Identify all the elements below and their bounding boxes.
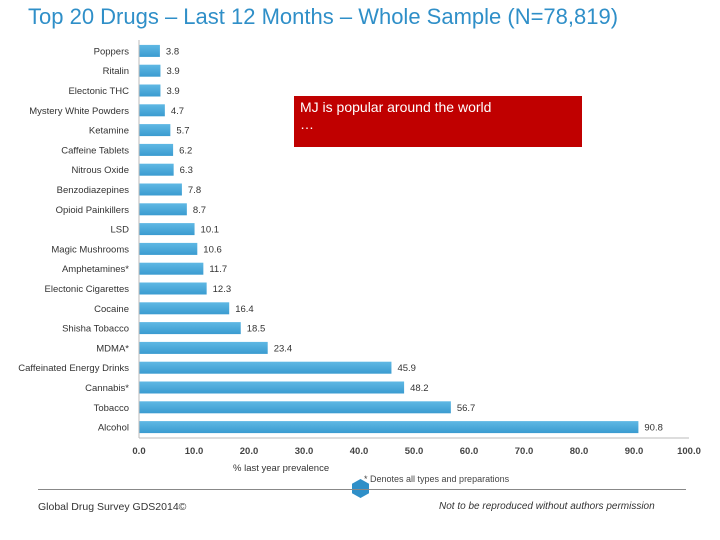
value-label: 23.4 xyxy=(274,343,293,354)
x-tick-label: 10.0 xyxy=(185,446,204,457)
x-tick-label: 90.0 xyxy=(625,446,644,457)
footer-divider xyxy=(38,489,686,490)
bar xyxy=(139,282,207,295)
category-label: Electonic Cigarettes xyxy=(45,284,130,295)
bar xyxy=(139,262,204,275)
value-label: 10.6 xyxy=(203,244,222,255)
category-label: Nitrous Oxide xyxy=(71,165,129,176)
x-tick-label: 20.0 xyxy=(240,446,259,457)
footnote: * Denotes all types and preparations xyxy=(364,474,510,484)
bar xyxy=(139,401,451,414)
category-label: Ketamine xyxy=(89,126,129,137)
value-label: 16.4 xyxy=(235,304,254,315)
category-label: Caffeinated Energy Drinks xyxy=(18,363,129,374)
x-tick-label: 100.0 xyxy=(677,446,701,457)
category-label: Poppers xyxy=(94,46,130,57)
bar xyxy=(139,183,182,196)
category-label: MDMA* xyxy=(96,343,129,354)
value-label: 3.9 xyxy=(166,66,179,77)
bar xyxy=(139,341,268,354)
value-label: 7.8 xyxy=(188,185,201,196)
slide-title: Top 20 Drugs – Last 12 Months – Whole Sa… xyxy=(28,4,619,29)
category-label: Ritalin xyxy=(103,66,129,77)
x-tick-label: 60.0 xyxy=(460,446,479,457)
value-label: 8.7 xyxy=(193,205,206,216)
callout-line-2: … xyxy=(300,116,314,132)
bar xyxy=(139,421,639,434)
bar xyxy=(139,223,195,236)
value-label: 10.1 xyxy=(201,225,220,236)
value-label: 48.2 xyxy=(410,383,429,394)
value-label: 3.8 xyxy=(166,46,179,57)
category-label: LSD xyxy=(111,225,130,236)
callout-box: MJ is popular around the world … xyxy=(294,96,582,147)
category-label: Cannabis* xyxy=(85,383,129,394)
bar xyxy=(139,104,165,117)
bar xyxy=(139,302,230,315)
value-label: 12.3 xyxy=(213,284,232,295)
bar xyxy=(139,381,405,394)
value-label: 5.7 xyxy=(176,126,189,137)
category-label: Caffeine Tablets xyxy=(61,145,129,156)
x-tick-label: 0.0 xyxy=(132,446,145,457)
value-label: 11.7 xyxy=(209,264,227,275)
footer-credit: Global Drug Survey GDS2014© xyxy=(38,501,187,513)
category-label: Cocaine xyxy=(94,304,129,315)
hexagon-icon xyxy=(352,479,369,498)
bar xyxy=(139,242,198,255)
category-label: Mystery White Powders xyxy=(29,106,129,117)
x-tick-label: 80.0 xyxy=(570,446,589,457)
category-label: Alcohol xyxy=(98,423,129,434)
bar xyxy=(139,163,174,176)
x-tick-label: 70.0 xyxy=(515,446,534,457)
bar xyxy=(139,361,392,374)
category-label: Magic Mushrooms xyxy=(51,244,129,255)
bar xyxy=(139,143,174,156)
category-label: Tobacco xyxy=(94,403,129,414)
bar xyxy=(139,84,161,97)
value-label: 18.5 xyxy=(247,324,266,335)
category-label: Benzodiazepines xyxy=(57,185,130,196)
x-tick-label: 30.0 xyxy=(295,446,314,457)
bar xyxy=(139,44,160,57)
value-label: 90.8 xyxy=(644,423,663,434)
bar xyxy=(139,203,187,216)
category-label: Opioid Painkillers xyxy=(56,205,130,216)
bar xyxy=(139,64,161,77)
value-label: 6.2 xyxy=(179,145,192,156)
value-label: 4.7 xyxy=(171,106,184,117)
x-axis-title: % last year prevalence xyxy=(233,463,329,474)
value-label: 3.9 xyxy=(166,86,179,97)
category-label: Electonic THC xyxy=(68,86,129,97)
callout-line-1: MJ is popular around the world xyxy=(300,99,492,115)
footer-notice: Not to be reproduced without authors per… xyxy=(439,501,655,512)
category-label: Shisha Tobacco xyxy=(62,324,129,335)
value-label: 56.7 xyxy=(457,403,476,414)
category-label: Amphetamines* xyxy=(62,264,129,275)
x-tick-label: 40.0 xyxy=(350,446,369,457)
bar xyxy=(139,322,241,335)
value-label: 6.3 xyxy=(180,165,193,176)
x-tick-label: 50.0 xyxy=(405,446,424,457)
value-label: 45.9 xyxy=(397,363,416,374)
bar xyxy=(139,124,171,137)
